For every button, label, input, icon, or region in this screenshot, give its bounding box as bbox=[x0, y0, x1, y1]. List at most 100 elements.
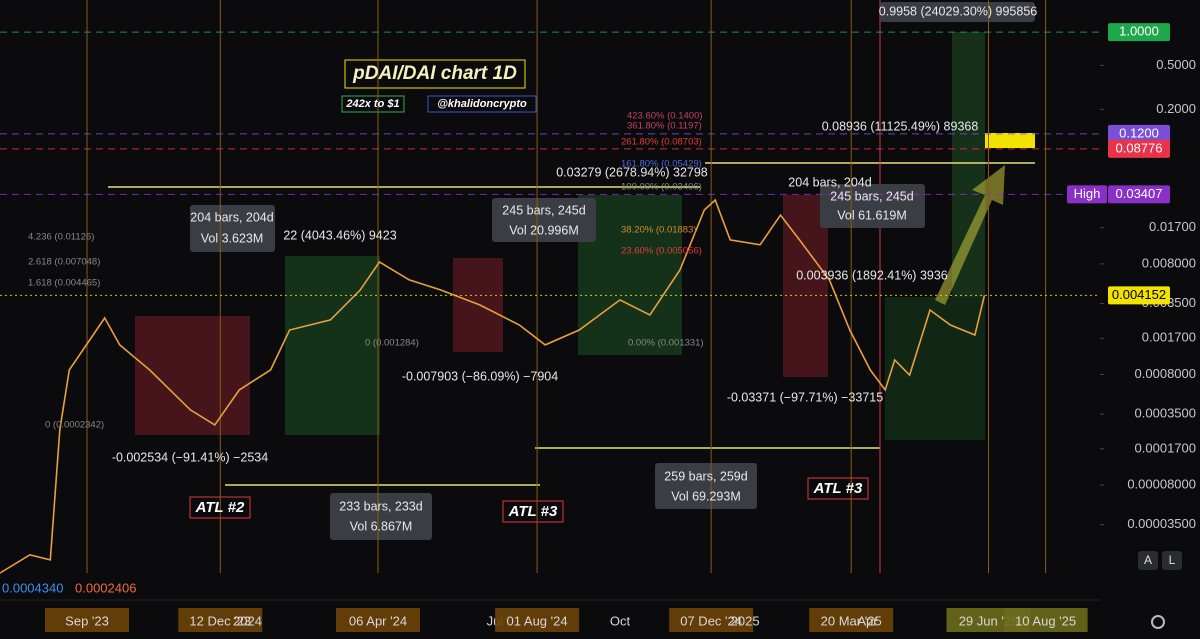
toolbar-button-label[interactable]: A bbox=[1144, 553, 1152, 567]
label-box bbox=[820, 184, 925, 228]
annotation: -0.03371 (−97.71%) −33715 bbox=[727, 390, 883, 404]
x-tick-label: 01 Aug '24 bbox=[507, 613, 568, 628]
annotation: 245 bars, 245d bbox=[502, 203, 585, 217]
y-tick-label: 0.2000 bbox=[1156, 101, 1196, 116]
title-box bbox=[344, 59, 526, 89]
price-badge bbox=[1108, 23, 1170, 42]
date-highlight bbox=[178, 608, 263, 632]
annotation: Vol 6.867M bbox=[350, 519, 413, 533]
annotation: 4.236 (0.01126) bbox=[28, 232, 94, 243]
annotation: 23.60% (0.005056) bbox=[621, 246, 702, 257]
y-tick-label: 0.0003500 bbox=[1135, 406, 1196, 421]
y-tick-label: 0.0008000 bbox=[1135, 366, 1196, 381]
price-line bbox=[0, 198, 986, 574]
date-highlight bbox=[495, 608, 580, 632]
annotation: 0.0002406 bbox=[75, 580, 136, 595]
x-tick-label: 20 Mar '25 bbox=[821, 613, 882, 628]
arrow bbox=[935, 165, 1005, 305]
toolbar-button[interactable] bbox=[1138, 551, 1158, 570]
price-badge-label: 0.08776 bbox=[1116, 140, 1163, 155]
annotation: 38.20% (0.01883) bbox=[621, 225, 697, 236]
measure-box bbox=[285, 256, 380, 435]
annotation: 0 (0.001284) bbox=[365, 338, 419, 349]
price-badge bbox=[1108, 185, 1170, 204]
annotation: 204 bars, 204d bbox=[190, 210, 273, 224]
price-badge bbox=[1108, 286, 1170, 305]
y-tick-label: 0.008000 bbox=[1142, 255, 1196, 270]
x-tick-label: 29 Jun '25 bbox=[959, 613, 1019, 628]
annotation: 242x to $1 bbox=[345, 98, 399, 110]
toolbar-button[interactable] bbox=[1162, 551, 1182, 570]
price-badge-label: 1.0000 bbox=[1119, 24, 1159, 39]
annotation: 0.003936 (1892.41%) 3936 bbox=[796, 268, 948, 282]
annotation: 100.00% (0.03406) bbox=[621, 182, 702, 193]
annotation: 0.00% (0.001331) bbox=[628, 338, 704, 349]
annotation: ATL #3 bbox=[508, 503, 558, 520]
annotation: 233 bars, 233d bbox=[339, 499, 422, 513]
y-tick-label: 0.5000 bbox=[1156, 57, 1196, 72]
annotation: 0.9958 (24029.30%) 995856 bbox=[879, 4, 1038, 18]
y-tick-label: 0.01700 bbox=[1149, 219, 1196, 234]
x-tick-label: Oct bbox=[610, 613, 631, 628]
annotation: 245 bars, 245d bbox=[830, 189, 913, 203]
price-badge-label: 0.1200 bbox=[1119, 125, 1159, 140]
annotation: 261.80% (0.08703) bbox=[621, 137, 702, 148]
date-highlight bbox=[1003, 608, 1088, 632]
drawing-layer bbox=[0, 0, 1165, 629]
annotation: 204 bars, 204d bbox=[788, 175, 871, 189]
date-highlight bbox=[669, 608, 754, 632]
date-highlight bbox=[809, 608, 894, 632]
x-tick-label: 2024 bbox=[233, 613, 262, 628]
annotation: 0.08936 (11125.49%) 89368 bbox=[822, 119, 979, 133]
x-tick-label: 07 Dec '24 bbox=[680, 613, 742, 628]
price-badge-label: 0.004152 bbox=[1112, 287, 1166, 302]
tag-box bbox=[341, 95, 405, 113]
annotation: 0.0004340 bbox=[2, 580, 63, 595]
toolbar-button-label[interactable]: L bbox=[1169, 553, 1176, 567]
annotation: pDAI/DAI chart 1D bbox=[352, 63, 517, 84]
annotation: -0.007903 (−86.09%) −7904 bbox=[402, 369, 558, 383]
settings-icon[interactable] bbox=[1151, 615, 1165, 629]
annotation: 361.80% (0.1197) bbox=[627, 121, 702, 132]
target-box bbox=[985, 133, 1035, 148]
annotation: 259 bars, 259d bbox=[664, 469, 747, 483]
date-highlight bbox=[335, 608, 420, 632]
atl-box bbox=[807, 477, 869, 500]
annotation: 0.03279 (2678.94%) 32798 bbox=[556, 165, 708, 179]
annotation: Vol 61.619M bbox=[837, 208, 907, 222]
annotation: 0 (0.0002342) bbox=[45, 420, 104, 431]
y-tick-label: 0.00003500 bbox=[1127, 516, 1196, 531]
label-box bbox=[492, 198, 596, 242]
annotation: ATL #3 bbox=[813, 480, 863, 497]
annotation: 22 (4043.46%) 9423 bbox=[283, 228, 396, 242]
annotation: -0.002534 (−91.41%) −2534 bbox=[112, 450, 268, 464]
annotation: Vol 3.623M bbox=[201, 231, 264, 245]
x-tick-label: Sep '23 bbox=[65, 613, 109, 628]
measure-box bbox=[885, 297, 985, 440]
label-box bbox=[330, 493, 432, 540]
measure-box bbox=[135, 316, 250, 435]
label-box bbox=[880, 2, 1035, 22]
x-tick-label: 10 Aug '25 bbox=[1015, 613, 1076, 628]
label-box bbox=[190, 205, 275, 252]
x-tick-label: 06 Apr '24 bbox=[349, 613, 407, 628]
annotation: Vol 20.996M bbox=[509, 223, 579, 237]
x-tick-label: 2025 bbox=[731, 613, 760, 628]
price-badge bbox=[1108, 124, 1170, 143]
y-tick-label: 0.0001700 bbox=[1135, 440, 1196, 455]
label-box bbox=[655, 463, 757, 509]
annotation: Vol 69.293M bbox=[671, 489, 741, 503]
y-tick-label: 0.00008000 bbox=[1127, 476, 1196, 491]
price-tag bbox=[1067, 185, 1107, 204]
atl-box bbox=[502, 500, 564, 523]
date-highlight bbox=[45, 608, 130, 632]
x-tick-label: 12 Dec '23 bbox=[189, 613, 251, 628]
annotation: 2.618 (0.007048) bbox=[28, 257, 100, 268]
annotation: 423.60% (0.1400) bbox=[627, 111, 703, 122]
price-tag-label: High bbox=[1074, 186, 1101, 201]
x-tick-label: Apr bbox=[857, 613, 878, 628]
tag-box bbox=[427, 95, 537, 113]
y-tick-label: 0.001700 bbox=[1142, 330, 1196, 345]
